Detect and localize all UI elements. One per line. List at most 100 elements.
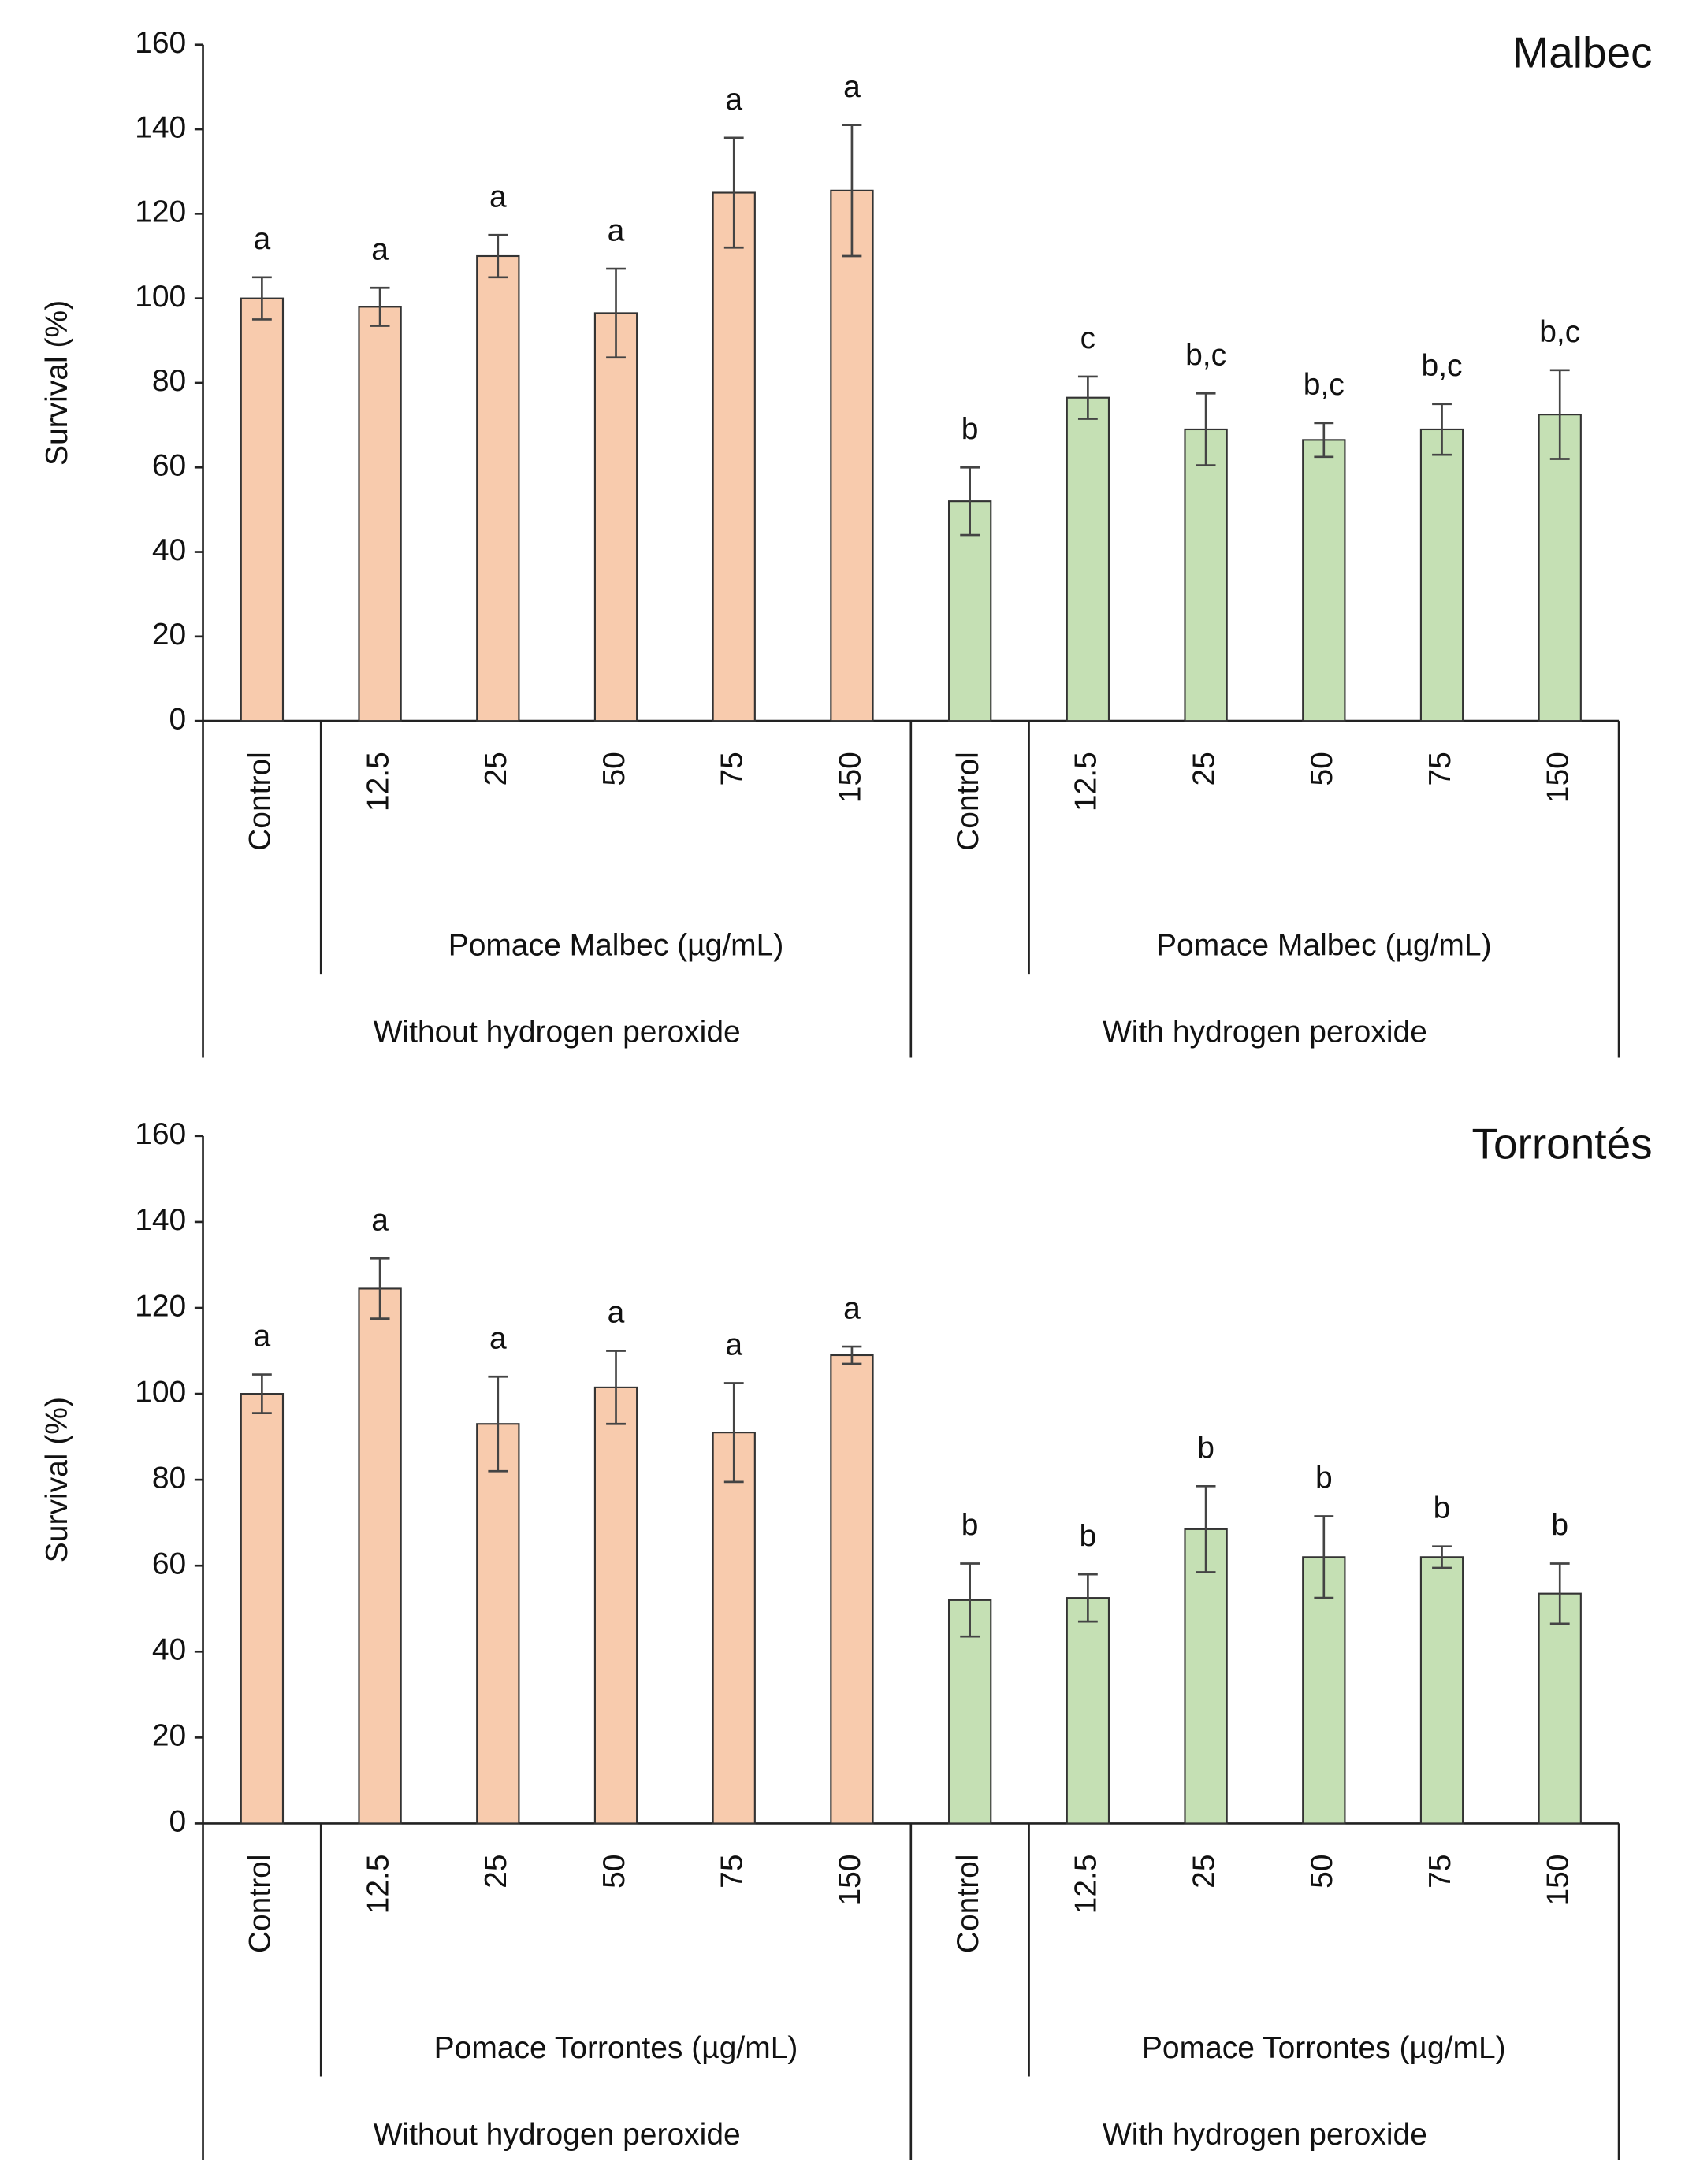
- x-tick-label: 75: [716, 752, 749, 786]
- annotation: b: [961, 412, 979, 446]
- x-tick-label: 25: [1187, 752, 1221, 786]
- bar: [830, 189, 874, 722]
- bar: [358, 1287, 402, 1825]
- y-tick-label: 40: [152, 533, 186, 567]
- y-axis-label: Survival (%): [40, 1397, 74, 1562]
- y-tick-label: 60: [152, 1547, 186, 1581]
- annotation: b,c: [1422, 349, 1463, 383]
- bar: [1538, 414, 1582, 722]
- y-tick-label: 20: [152, 618, 186, 652]
- x-tick-label: 75: [716, 1854, 749, 1888]
- y-tick-label: 100: [135, 1375, 186, 1409]
- x-tick-label: 12.5: [1069, 1854, 1103, 1914]
- chart-title: Torrontés: [1472, 1120, 1653, 1168]
- y-tick-label: 80: [152, 364, 186, 398]
- x-tick-label: 50: [1305, 1854, 1339, 1888]
- bar: [1419, 1556, 1464, 1825]
- bar: [1419, 428, 1464, 722]
- bar: [358, 306, 402, 722]
- x-tick-label: Control: [951, 752, 985, 851]
- y-tick-label: 120: [135, 1289, 186, 1323]
- x-tick-label: 75: [1423, 752, 1457, 786]
- annotation: b: [1551, 1509, 1568, 1543]
- group-label: Without hydrogen peroxide: [374, 2118, 741, 2152]
- y-tick-label: 140: [135, 110, 186, 144]
- y-tick-label: 100: [135, 280, 186, 314]
- subgroup-label: Pomace Malbec (µg/mL): [448, 929, 784, 963]
- y-tick-label: 80: [152, 1461, 186, 1495]
- x-tick-label: 150: [833, 752, 867, 803]
- annotation: b,c: [1539, 315, 1580, 349]
- y-tick-label: 160: [135, 26, 186, 60]
- subgroup-label: Pomace Malbec (µg/mL): [1156, 929, 1492, 963]
- bar: [1302, 1556, 1346, 1825]
- annotation: a: [254, 1320, 271, 1354]
- bar: [1066, 396, 1110, 722]
- bar: [476, 1423, 520, 1825]
- x-tick-label: 50: [597, 1854, 631, 1888]
- bar: [712, 191, 756, 722]
- annotation: a: [608, 214, 625, 247]
- bar: [593, 312, 638, 722]
- bar: [1066, 1597, 1110, 1825]
- x-tick-label: 150: [1542, 1854, 1575, 1905]
- group-label: With hydrogen peroxide: [1103, 2118, 1427, 2152]
- x-tick-label: 25: [479, 752, 513, 786]
- x-tick-label: 150: [1542, 752, 1575, 803]
- annotation: a: [371, 232, 389, 266]
- annotation: b: [1315, 1462, 1333, 1495]
- group-label: Without hydrogen peroxide: [374, 1016, 741, 1049]
- annotation: c: [1080, 321, 1095, 355]
- annotation: b: [1197, 1432, 1214, 1465]
- bar: [1302, 439, 1346, 722]
- subgroup-label: Pomace Torrontes (µg/mL): [434, 2031, 798, 2065]
- bar: [712, 1432, 756, 1825]
- annotation: a: [371, 1203, 389, 1237]
- x-tick-label: 150: [833, 1854, 867, 1905]
- bar: [830, 1354, 874, 1825]
- x-tick-label: 12.5: [1069, 752, 1103, 812]
- annotation: a: [489, 180, 507, 214]
- x-tick-label: 50: [597, 752, 631, 786]
- x-tick-label: 75: [1423, 1854, 1457, 1888]
- annotation: a: [843, 70, 861, 104]
- annotation: a: [725, 83, 742, 117]
- y-tick-label: 0: [169, 1805, 187, 1839]
- bar: [593, 1386, 638, 1825]
- bar: [476, 254, 520, 722]
- y-tick-label: 140: [135, 1203, 186, 1237]
- x-tick-label: 25: [1187, 1854, 1221, 1888]
- x-tick-label: 12.5: [361, 752, 395, 812]
- x-tick-label: 12.5: [361, 1854, 395, 1914]
- y-tick-label: 60: [152, 449, 186, 483]
- y-tick-label: 120: [135, 195, 186, 229]
- bar: [1184, 428, 1228, 722]
- annotation: b,c: [1304, 368, 1345, 402]
- x-tick-label: 25: [479, 1854, 513, 1888]
- x-tick-label: Control: [244, 752, 277, 851]
- bar: [240, 1393, 285, 1825]
- annotation: a: [254, 222, 271, 256]
- x-tick-label: Control: [951, 1854, 985, 1953]
- annotation: a: [843, 1291, 861, 1325]
- y-tick-label: 160: [135, 1117, 186, 1151]
- y-axis-label: Survival (%): [40, 300, 74, 466]
- annotation: b: [961, 1509, 979, 1543]
- y-tick-label: 0: [169, 702, 187, 736]
- x-tick-label: Control: [244, 1854, 277, 1953]
- annotation: a: [489, 1321, 507, 1355]
- annotation: b,c: [1185, 339, 1226, 373]
- bar: [1538, 1592, 1582, 1825]
- annotation: a: [608, 1296, 625, 1330]
- annotation: b: [1434, 1491, 1451, 1525]
- x-tick-label: 50: [1305, 752, 1339, 786]
- annotation: b: [1080, 1519, 1097, 1553]
- group-label: With hydrogen peroxide: [1103, 1016, 1427, 1049]
- chart-title: Malbec: [1512, 28, 1652, 76]
- bar: [240, 297, 285, 722]
- bar: [1184, 1528, 1228, 1825]
- y-tick-label: 20: [152, 1719, 186, 1753]
- subgroup-label: Pomace Torrontes (µg/mL): [1142, 2031, 1506, 2065]
